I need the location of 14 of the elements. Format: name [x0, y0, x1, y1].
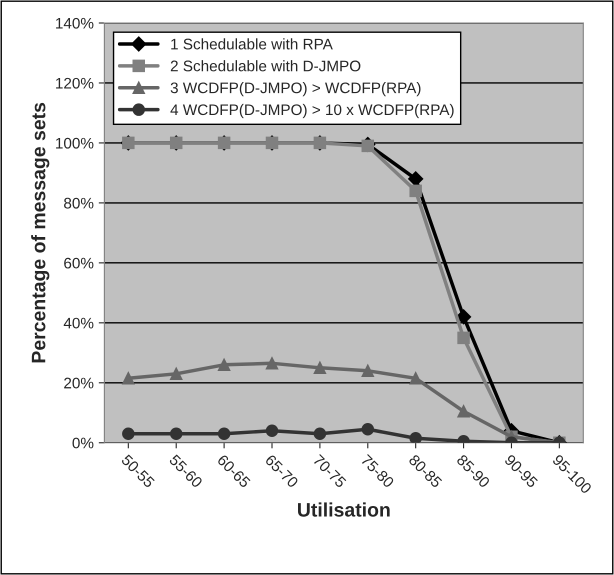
legend-label: 4 WCDFP(D-JMPO) > 10 x WCDFP(RPA) [170, 104, 454, 118]
legend-label: 3 WCDFP(D-JMPO) > WCDFP(RPA) [170, 82, 420, 96]
x-axis-title: Utilisation [298, 502, 390, 517]
y-tick-label: 60% [64, 258, 94, 269]
y-tick-label: 120% [56, 78, 94, 89]
y-tick-label: 100% [56, 138, 94, 149]
y-axis-title: Percentage of message sets [31, 102, 50, 362]
y-tick-label: 20% [64, 378, 94, 388]
legend-label: 1 Schedulable with RPA [171, 38, 333, 50]
y-tick-label: 0% [72, 438, 94, 448]
y-tick-label: 80% [64, 198, 94, 209]
y-tick-label: 40% [64, 318, 94, 329]
legend-label: 2 Schedulable with D-JMPO [170, 60, 360, 72]
y-tick-label: 140% [56, 18, 94, 29]
